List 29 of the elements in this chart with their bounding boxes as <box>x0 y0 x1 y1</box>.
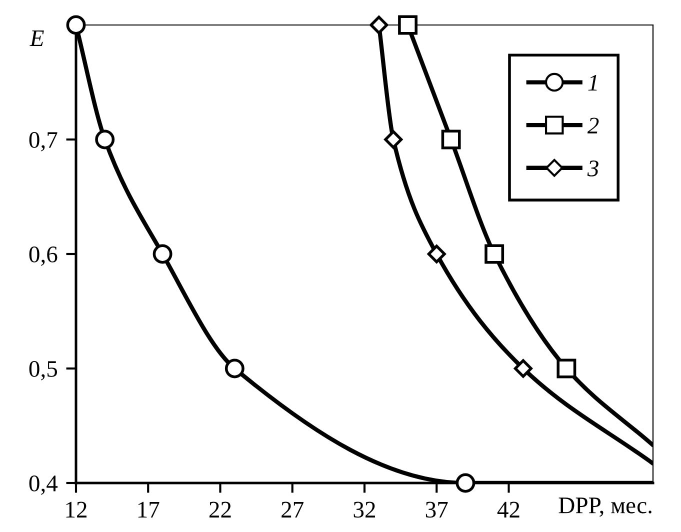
x-tick-label: 37 <box>426 502 448 518</box>
y-tick-label: 0,7 <box>29 132 58 152</box>
legend-label: 1 <box>588 74 597 91</box>
point <box>484 244 504 264</box>
point <box>66 15 86 35</box>
x-tick-label: 27 <box>282 502 304 518</box>
point <box>427 244 446 264</box>
y-axis-title: E <box>30 30 44 46</box>
x-tick-label: 17 <box>138 502 160 518</box>
x-tick-label: 12 <box>66 502 87 518</box>
y-tick-label: 0,4 <box>29 475 58 495</box>
legend-label: 3 <box>587 160 598 176</box>
x-tick-label: 32 <box>354 502 376 518</box>
point <box>441 130 461 150</box>
point <box>224 358 244 378</box>
legend-label: 2 <box>587 118 599 134</box>
point <box>370 16 388 34</box>
point <box>152 244 172 264</box>
point <box>95 130 115 150</box>
point <box>384 130 403 149</box>
x-tick-label: 42 <box>497 502 520 518</box>
point <box>456 473 476 493</box>
x-axis-title: DPP, мес. <box>558 498 652 517</box>
point <box>514 359 532 378</box>
point <box>556 358 576 378</box>
point <box>398 15 418 35</box>
y-tick-label: 0,6 <box>29 246 58 266</box>
y-tick-label: 0,5 <box>29 360 58 380</box>
x-tick-label: 22 <box>209 502 231 518</box>
